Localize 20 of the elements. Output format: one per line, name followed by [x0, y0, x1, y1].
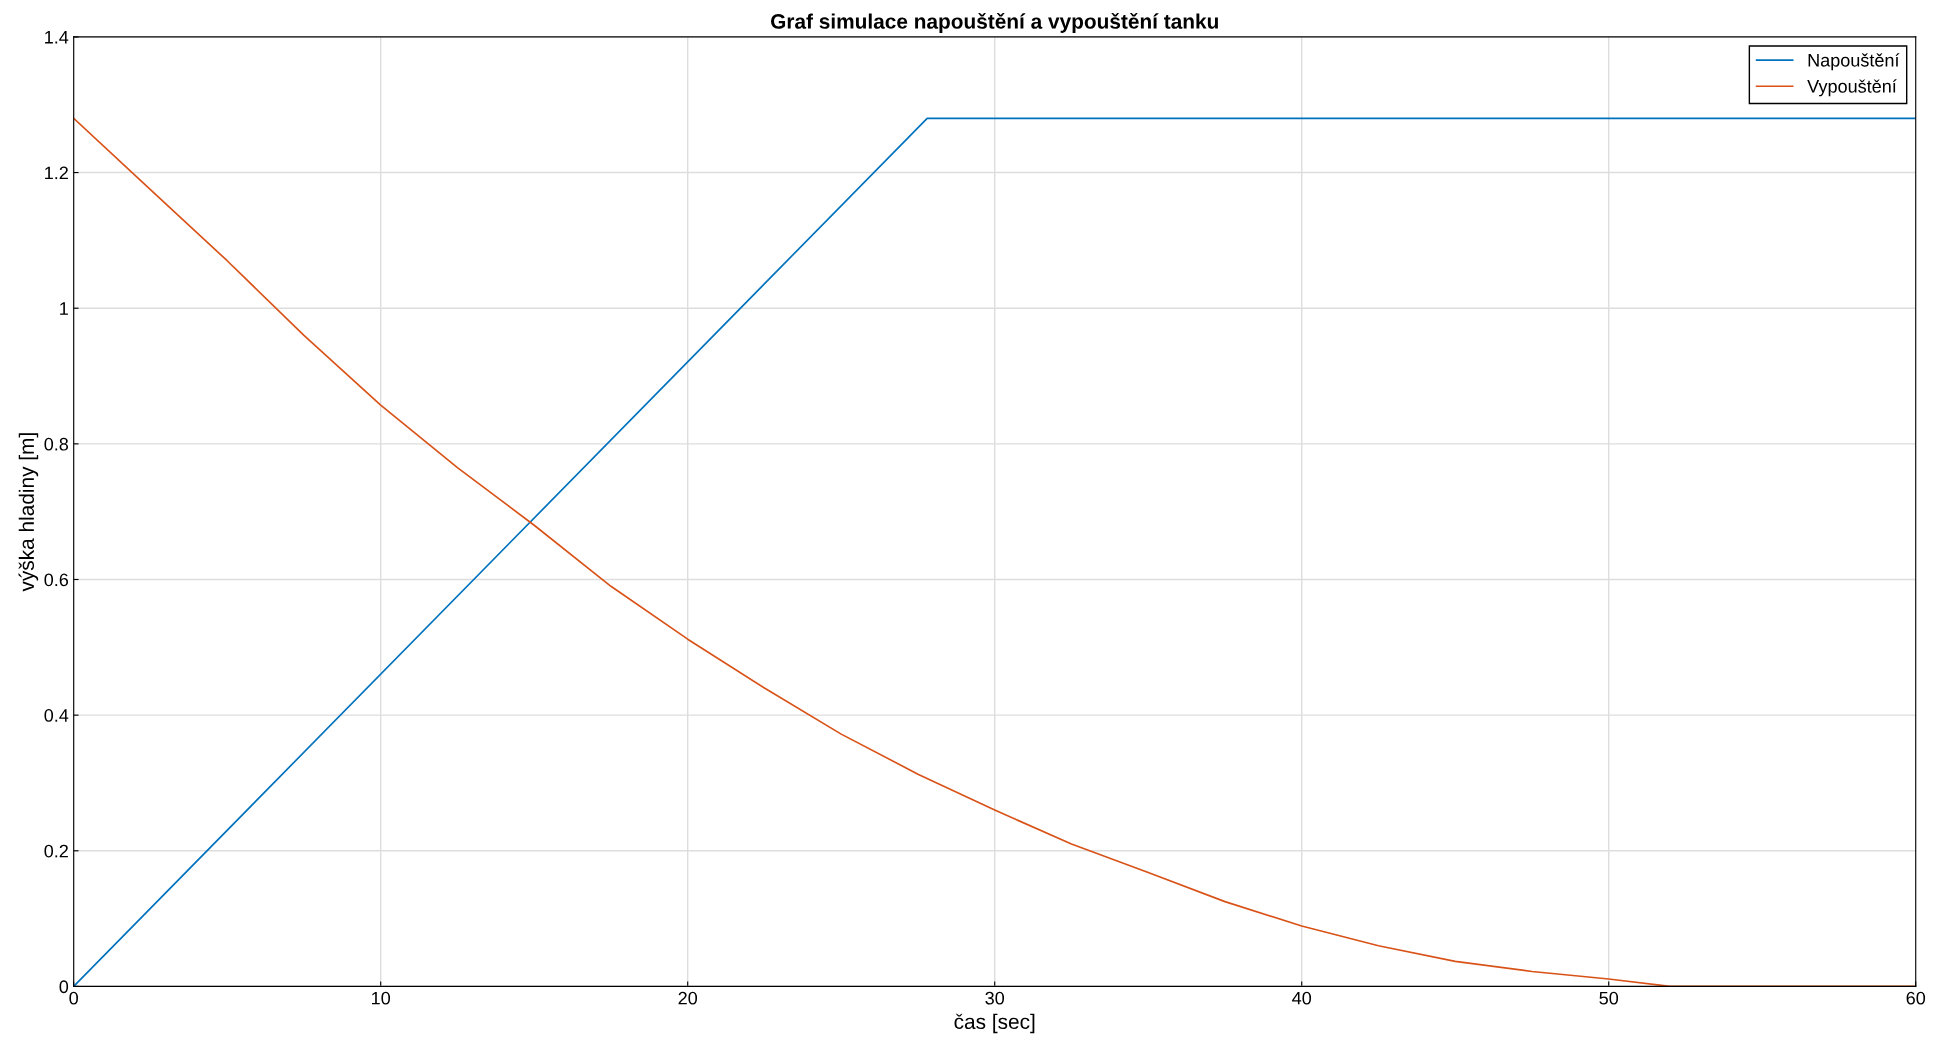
x-tick-label: 10: [372, 991, 391, 1005]
legend-label: Vypouštění: [1807, 79, 1897, 97]
x-tick-label: 50: [1599, 991, 1619, 1005]
x-axis-title: čas [sec]: [954, 1013, 1035, 1034]
x-tick-label: 20: [678, 991, 698, 1005]
x-tick-label: 30: [985, 991, 1005, 1005]
y-axis-title: výška hladiny [m]: [18, 433, 39, 592]
y-tick-label: 0.8: [44, 437, 69, 451]
y-tick-label: 1: [60, 302, 68, 315]
x-tick-label: 0: [69, 991, 78, 1005]
x-tick-label: 40: [1292, 991, 1312, 1005]
y-tick-label: 1.2: [45, 166, 68, 180]
legend-label: Napouštění: [1808, 53, 1900, 71]
chart-title: Graf simulace napouštění a vypouštění tanku: [770, 13, 1218, 33]
y-tick-label: 0: [59, 980, 69, 994]
y-tick-label: 1.4: [45, 31, 69, 44]
x-tick-label: 60: [1906, 991, 1926, 1005]
y-tick-label: 0.2: [44, 844, 68, 858]
y-tick-label: 0.4: [44, 709, 69, 722]
y-tick-label: 0.6: [44, 573, 69, 587]
